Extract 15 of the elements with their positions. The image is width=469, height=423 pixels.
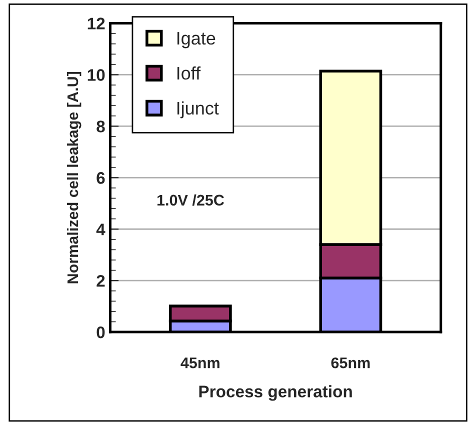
y-tick-label: 0 <box>96 326 105 338</box>
y-tick-label: 12 <box>88 18 105 30</box>
legend-label: Ioff <box>177 66 201 80</box>
y-tick-label: 8 <box>96 120 105 132</box>
y-tick-label: 10 <box>88 69 105 81</box>
x-tick-label: 45nm <box>180 358 220 368</box>
legend-label: Ijunct <box>177 101 219 118</box>
legend-label: Igate <box>177 32 216 48</box>
y-axis-title: Normalized cell leakage [A.U] <box>66 72 82 284</box>
y-tick-label: 2 <box>96 274 105 287</box>
annotation: 1.0V /25C <box>157 194 224 206</box>
y-tick-label: 6 <box>96 172 105 184</box>
x-axis-title: Process generation <box>199 385 352 401</box>
y-tick-label: 4 <box>96 224 106 236</box>
x-tick-label: 65nm <box>331 357 370 368</box>
